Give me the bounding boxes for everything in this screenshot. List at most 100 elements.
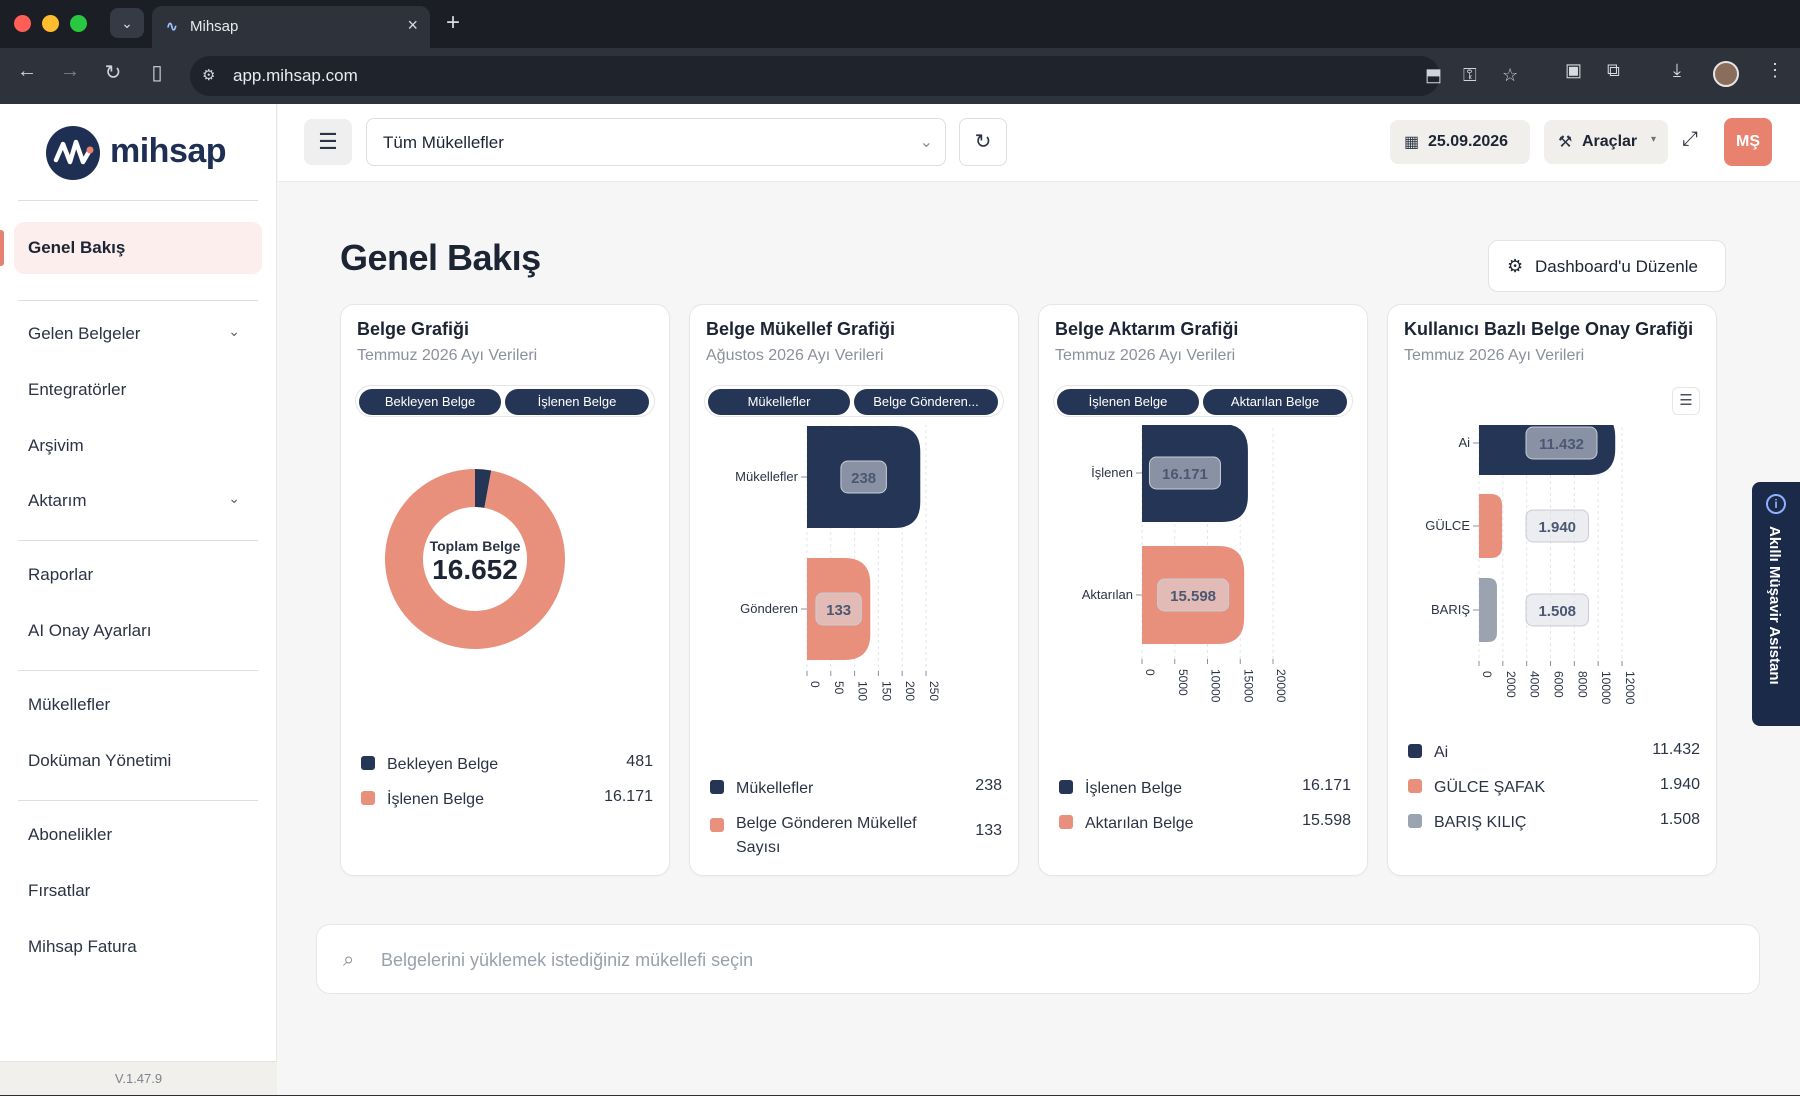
sidebar-item-genel-bakis[interactable]: Genel Bakış <box>14 222 262 274</box>
x-tick-label: 0 <box>1480 671 1494 678</box>
sidebar-toggle-button[interactable]: ☰ <box>304 119 352 165</box>
window-close-button[interactable] <box>14 15 31 32</box>
category-label: İşlenen <box>1091 465 1133 480</box>
browser-tab[interactable]: ∿ Mihsap × <box>152 6 430 48</box>
sidebar-item-dokuman-yonetimi[interactable]: Doküman Yönetimi <box>14 735 262 787</box>
chevron-down-icon: ⌄ <box>919 134 933 151</box>
url-text[interactable]: app.mihsap.com <box>233 66 358 85</box>
address-bar[interactable]: ⚙ app.mihsap.com <box>190 56 1440 96</box>
sidebar-item-firsatlar[interactable]: Fırsatlar <box>14 865 262 917</box>
browser-menu-icon[interactable]: ⋮ <box>1766 60 1784 80</box>
sidebar-item-arsivim[interactable]: Arşivim <box>14 420 262 472</box>
series-toggle-group: Mükellefler Belge Gönderen... <box>704 385 1004 417</box>
data-label-box <box>1525 593 1589 627</box>
sidebar-divider <box>18 800 258 801</box>
sidebar-item-mukellefler[interactable]: Mükellefler <box>14 679 262 731</box>
browser-tab-bar: ⌄ ∿ Mihsap × + <box>0 0 1800 48</box>
mihsap-logo[interactable]: mihsap <box>46 124 236 184</box>
refresh-button[interactable]: ↻ <box>959 118 1007 166</box>
belge-mukellef-grafigi-card: Belge Mükellef Grafiği Ağustos 2026 Ayı … <box>689 304 1019 876</box>
legend-name: Ai <box>1434 744 1449 761</box>
site-info-icon[interactable]: ⚙ <box>202 67 216 84</box>
tab-close-icon[interactable]: × <box>407 15 418 35</box>
sidebar-item-label: Arşivim <box>28 436 84 455</box>
series-toggle-pill[interactable]: İşlenen Belge <box>505 389 649 415</box>
legend-value: 238 <box>975 777 1002 794</box>
extensions-puzzle-icon[interactable]: ⧉ <box>1607 60 1620 80</box>
series-toggle-pill[interactable]: Aktarılan Belge <box>1203 389 1347 415</box>
chevron-down-icon: ⌄ <box>228 490 240 506</box>
new-tab-icon[interactable]: + <box>446 9 461 36</box>
sidebar-item-ai-onay-ayarlari[interactable]: AI Onay Ayarları <box>14 605 262 657</box>
date-picker-button[interactable]: ▦ 25.09.2026 <box>1390 120 1530 164</box>
sidebar-item-label: Abonelikler <box>28 825 113 844</box>
taxpayer-upload-search[interactable]: ⌕ Belgelerini yüklemek istediğiniz mükel… <box>316 924 1760 994</box>
fullscreen-icon[interactable]: ⤢ <box>1682 128 1698 150</box>
download-icon[interactable]: ⤓ <box>1673 60 1681 80</box>
refresh-icon: ↻ <box>974 131 992 153</box>
x-tick-label: 250 <box>927 681 941 701</box>
smart-assistant-tab[interactable]: i Akıllı Müşavir Asistanı <box>1752 482 1800 726</box>
sidebar-item-entegratorler[interactable]: Entegratörler <box>14 364 262 416</box>
user-avatar[interactable]: MŞ <box>1724 118 1772 166</box>
legend-item: Belge Gönderen Mükellef Sayısı 133 <box>710 808 1002 860</box>
chevron-down-icon: ⌄ <box>228 323 240 339</box>
legend-swatch <box>1059 780 1073 794</box>
tools-dropdown-button[interactable]: ⚒ Araçlar ▾ <box>1544 120 1668 164</box>
extension-icon[interactable]: ▣ <box>1565 60 1583 80</box>
password-key-icon[interactable]: ⚿ <box>1463 65 1477 85</box>
forward-arrow-icon[interactable]: → <box>60 60 80 82</box>
sidebar-divider <box>18 540 258 541</box>
back-arrow-icon[interactable]: ← <box>17 60 37 82</box>
sidebar-item-label: Fırsatlar <box>28 881 91 900</box>
split-view-icon[interactable]: ▯ <box>151 62 163 84</box>
card-subtitle: Temmuz 2026 Ayı Verileri <box>357 347 538 364</box>
edit-dashboard-button[interactable]: ⚙ Dashboard'u Düzenle <box>1488 240 1726 292</box>
tab-list-dropdown-icon[interactable]: ⌄ <box>110 8 144 38</box>
legend-name: Aktarılan Belge <box>1085 815 1194 832</box>
taxpayer-select[interactable]: Tüm Mükellefler ⌄ <box>366 118 946 166</box>
series-toggle-pill[interactable]: Belge Gönderen... <box>854 389 998 415</box>
browser-profile-avatar[interactable] <box>1713 61 1739 87</box>
legend-swatch <box>1408 779 1422 793</box>
browser-chrome: ⌄ ∿ Mihsap × + ← → ↻ ▯ ⚙ app.mihsap.com … <box>0 0 1800 104</box>
legend-swatch <box>361 756 375 770</box>
series-toggle-group: Bekleyen Belge İşlenen Belge <box>355 385 655 417</box>
date-value: 25.09.2026 <box>1428 133 1509 150</box>
window-zoom-button[interactable] <box>70 15 87 32</box>
card-title: Belge Mükellef Grafiği <box>706 319 896 339</box>
sidebar-item-aktarim[interactable]: Aktarım ⌄ <box>14 475 262 527</box>
x-tick-label: 4000 <box>1528 671 1542 698</box>
series-toggle-pill[interactable]: Bekleyen Belge <box>359 389 501 415</box>
series-toggle-group: İşlenen Belge Aktarılan Belge <box>1053 385 1353 417</box>
series-toggle-pill[interactable]: Mükellefler <box>708 389 850 415</box>
legend-name: GÜLCE ŞAFAK <box>1434 779 1546 796</box>
sidebar-item-mihsap-fatura[interactable]: Mihsap Fatura <box>14 921 262 973</box>
browser-tab-title: Mihsap <box>190 18 239 35</box>
sidebar-item-raporlar[interactable]: Raporlar <box>14 549 262 601</box>
chart-menu-list-icon[interactable]: ☰ <box>1672 387 1700 415</box>
donut-slice <box>475 469 492 508</box>
belge-aktarim-grafigi-card: Belge Aktarım Grafiği Temmuz 2026 Ayı Ve… <box>1038 304 1368 876</box>
sidebar-item-abonelikler[interactable]: Abonelikler <box>14 809 262 861</box>
data-label-box <box>815 592 862 626</box>
data-label-box <box>1148 456 1221 490</box>
category-label: Aktarılan <box>1082 587 1133 602</box>
card-title: Belge Aktarım Grafiği <box>1055 319 1239 339</box>
data-label-box <box>1525 509 1589 543</box>
reload-icon[interactable]: ↻ <box>104 62 122 84</box>
data-label: 1.508 <box>1538 603 1576 620</box>
data-label-box <box>840 460 887 494</box>
bookmark-star-icon[interactable]: ☆ <box>1502 65 1519 85</box>
category-label: BARIŞ <box>1431 602 1470 617</box>
assistant-label: Akıllı Müşavir Asistanı <box>1766 526 1783 685</box>
series-toggle-pill[interactable]: İşlenen Belge <box>1057 389 1199 415</box>
sidebar-divider <box>18 300 258 301</box>
sidebar-item-label: Gelen Belgeler <box>28 324 141 343</box>
sidebar-item-gelen-belgeler[interactable]: Gelen Belgeler ⌄ <box>14 308 262 360</box>
window-minimize-button[interactable] <box>42 15 59 32</box>
install-app-icon[interactable]: ⬒ <box>1425 65 1443 85</box>
sidebar-divider <box>18 670 258 671</box>
legend-value: 15.598 <box>1302 812 1351 829</box>
bar <box>1479 494 1503 558</box>
